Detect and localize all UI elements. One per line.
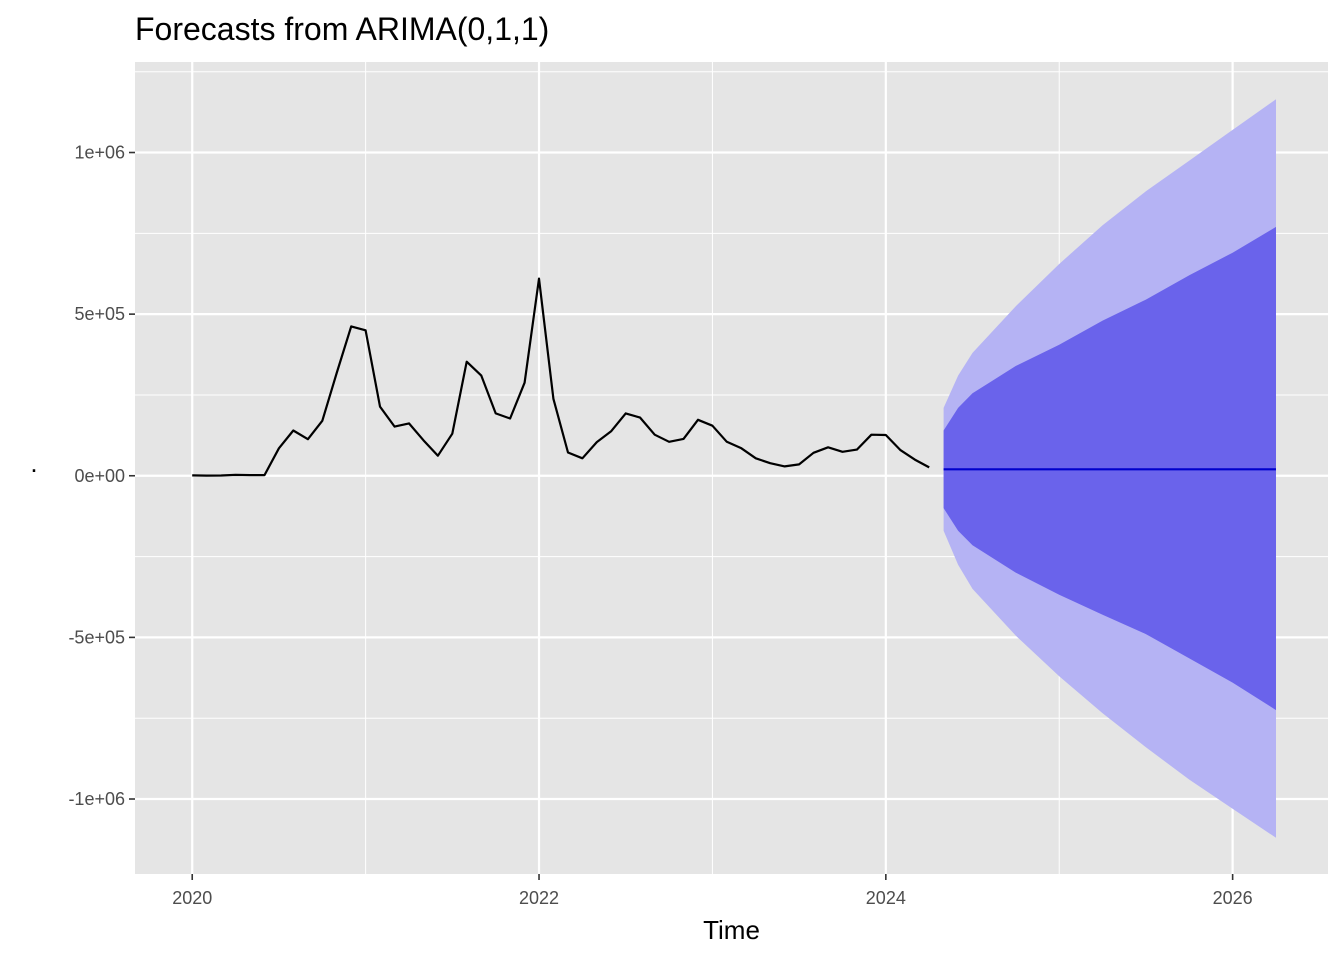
- x-axis-title: Time: [703, 915, 760, 945]
- x-axis: 2020 2022 2024 2026: [172, 874, 1253, 908]
- observed-series-line: [192, 277, 930, 477]
- x-tick-label: 2022: [519, 888, 559, 908]
- y-tick-label: -1e+06: [68, 789, 125, 809]
- y-tick-label: -5e+05: [68, 627, 125, 647]
- y-tick-label: 0e+00: [74, 466, 125, 486]
- y-axis: 1e+06 5e+05 0e+00 -5e+05 -1e+06: [68, 143, 135, 809]
- x-tick-label: 2020: [172, 888, 212, 908]
- chart-title: Forecasts from ARIMA(0,1,1): [135, 11, 549, 47]
- series-lines: [192, 277, 1276, 477]
- x-tick-label: 2024: [866, 888, 906, 908]
- y-tick-label: 5e+05: [74, 304, 125, 324]
- y-axis-title: .: [30, 448, 37, 478]
- y-tick-label: 1e+06: [74, 143, 125, 163]
- major-gridlines: [135, 62, 1328, 874]
- x-tick-label: 2026: [1213, 888, 1253, 908]
